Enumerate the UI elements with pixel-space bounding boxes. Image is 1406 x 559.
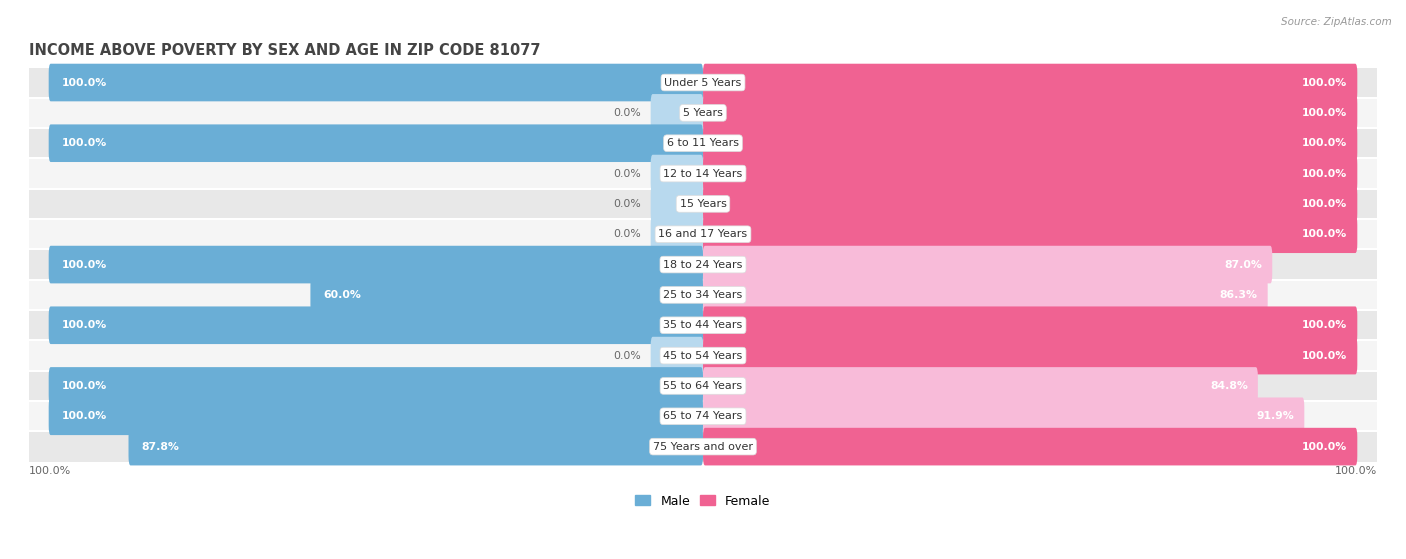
Bar xyxy=(15,98,1391,128)
FancyBboxPatch shape xyxy=(703,428,1357,466)
Text: 25 to 34 Years: 25 to 34 Years xyxy=(664,290,742,300)
FancyBboxPatch shape xyxy=(703,185,1357,222)
Text: 100.0%: 100.0% xyxy=(62,320,107,330)
Bar xyxy=(15,401,1391,432)
FancyBboxPatch shape xyxy=(128,428,703,466)
Text: 0.0%: 0.0% xyxy=(613,108,641,118)
FancyBboxPatch shape xyxy=(703,367,1258,405)
FancyBboxPatch shape xyxy=(49,64,703,101)
Text: 100.0%: 100.0% xyxy=(1302,169,1347,178)
Text: 100.0%: 100.0% xyxy=(62,411,107,421)
FancyBboxPatch shape xyxy=(703,94,1357,132)
FancyBboxPatch shape xyxy=(703,246,1272,283)
FancyBboxPatch shape xyxy=(311,276,703,314)
FancyBboxPatch shape xyxy=(651,155,703,192)
Bar xyxy=(15,340,1391,371)
Text: 100.0%: 100.0% xyxy=(1302,442,1347,452)
Text: 100.0%: 100.0% xyxy=(1302,320,1347,330)
Text: 15 Years: 15 Years xyxy=(679,199,727,209)
Text: 35 to 44 Years: 35 to 44 Years xyxy=(664,320,742,330)
Text: 45 to 54 Years: 45 to 54 Years xyxy=(664,350,742,361)
Text: 75 Years and over: 75 Years and over xyxy=(652,442,754,452)
FancyBboxPatch shape xyxy=(651,215,703,253)
Text: 100.0%: 100.0% xyxy=(1334,466,1376,476)
FancyBboxPatch shape xyxy=(49,367,703,405)
Bar xyxy=(15,158,1391,189)
FancyBboxPatch shape xyxy=(651,94,703,132)
Bar xyxy=(15,249,1391,280)
Bar xyxy=(15,219,1391,249)
Text: 91.9%: 91.9% xyxy=(1257,411,1295,421)
Text: 18 to 24 Years: 18 to 24 Years xyxy=(664,259,742,269)
Text: 0.0%: 0.0% xyxy=(613,229,641,239)
Text: 100.0%: 100.0% xyxy=(62,138,107,148)
Text: Under 5 Years: Under 5 Years xyxy=(665,78,741,88)
Legend: Male, Female: Male, Female xyxy=(630,490,776,513)
FancyBboxPatch shape xyxy=(703,125,1357,162)
Text: 84.8%: 84.8% xyxy=(1211,381,1249,391)
Text: 0.0%: 0.0% xyxy=(613,350,641,361)
Bar xyxy=(15,189,1391,219)
Bar xyxy=(15,128,1391,158)
Text: 65 to 74 Years: 65 to 74 Years xyxy=(664,411,742,421)
Bar xyxy=(15,280,1391,310)
FancyBboxPatch shape xyxy=(703,397,1305,435)
Text: 12 to 14 Years: 12 to 14 Years xyxy=(664,169,742,178)
Text: 87.0%: 87.0% xyxy=(1225,259,1263,269)
FancyBboxPatch shape xyxy=(703,215,1357,253)
FancyBboxPatch shape xyxy=(651,185,703,222)
Text: 100.0%: 100.0% xyxy=(1302,229,1347,239)
FancyBboxPatch shape xyxy=(703,276,1268,314)
Text: 87.8%: 87.8% xyxy=(142,442,180,452)
Text: 0.0%: 0.0% xyxy=(613,199,641,209)
Text: 60.0%: 60.0% xyxy=(323,290,361,300)
FancyBboxPatch shape xyxy=(703,306,1357,344)
Text: 5 Years: 5 Years xyxy=(683,108,723,118)
Text: 100.0%: 100.0% xyxy=(1302,138,1347,148)
FancyBboxPatch shape xyxy=(49,397,703,435)
Text: 100.0%: 100.0% xyxy=(62,259,107,269)
FancyBboxPatch shape xyxy=(703,337,1357,375)
Bar xyxy=(15,432,1391,462)
FancyBboxPatch shape xyxy=(49,246,703,283)
FancyBboxPatch shape xyxy=(703,155,1357,192)
Text: 6 to 11 Years: 6 to 11 Years xyxy=(666,138,740,148)
Text: INCOME ABOVE POVERTY BY SEX AND AGE IN ZIP CODE 81077: INCOME ABOVE POVERTY BY SEX AND AGE IN Z… xyxy=(30,43,540,58)
Text: 100.0%: 100.0% xyxy=(30,466,72,476)
Text: 100.0%: 100.0% xyxy=(62,381,107,391)
Text: 55 to 64 Years: 55 to 64 Years xyxy=(664,381,742,391)
FancyBboxPatch shape xyxy=(49,306,703,344)
Text: 100.0%: 100.0% xyxy=(1302,199,1347,209)
Text: 100.0%: 100.0% xyxy=(1302,350,1347,361)
Text: 86.3%: 86.3% xyxy=(1220,290,1258,300)
Text: 100.0%: 100.0% xyxy=(1302,108,1347,118)
Text: Source: ZipAtlas.com: Source: ZipAtlas.com xyxy=(1281,17,1392,27)
Text: 16 and 17 Years: 16 and 17 Years xyxy=(658,229,748,239)
Text: 0.0%: 0.0% xyxy=(613,169,641,178)
FancyBboxPatch shape xyxy=(703,64,1357,101)
FancyBboxPatch shape xyxy=(49,125,703,162)
Bar xyxy=(15,67,1391,98)
Bar xyxy=(15,310,1391,340)
Text: 100.0%: 100.0% xyxy=(62,78,107,88)
Text: 100.0%: 100.0% xyxy=(1302,78,1347,88)
Bar xyxy=(15,371,1391,401)
FancyBboxPatch shape xyxy=(651,337,703,375)
